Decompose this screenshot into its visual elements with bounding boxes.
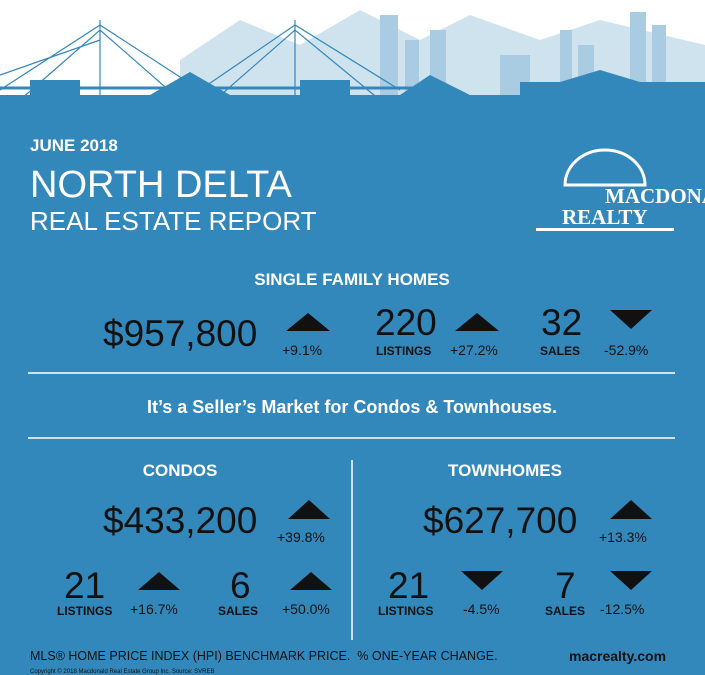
label: SALES (540, 344, 581, 358)
change: -4.5% (463, 601, 500, 617)
change: +16.7% (130, 601, 178, 617)
logo-line: MACDONALD (605, 184, 705, 208)
count: 32 (541, 302, 583, 343)
label: LISTINGS (378, 604, 434, 618)
area-name: NORTH DELTA (30, 164, 292, 206)
change: +9.1% (282, 342, 323, 358)
footer-note: MLS® HOME PRICE INDEX (HPI) BENCHMARK PR… (30, 649, 498, 663)
count: 6 (230, 565, 251, 606)
change: +50.0% (282, 601, 330, 617)
report-subtitle: REAL ESTATE REPORT (30, 206, 317, 236)
count: 21 (64, 565, 106, 606)
section-title: CONDOS (142, 461, 218, 480)
count: 21 (388, 565, 430, 606)
section-title: TOWNHOMES (448, 461, 562, 480)
change: +27.2% (450, 342, 498, 358)
change: +39.8% (277, 529, 325, 545)
price: $627,700 (423, 500, 578, 541)
label: SALES (545, 604, 586, 618)
report-date: JUNE 2018 (30, 136, 118, 155)
change: -12.5% (600, 601, 645, 617)
label: LISTINGS (57, 604, 113, 618)
price: $433,200 (103, 500, 258, 541)
label: SALES (218, 604, 259, 618)
market-note: It’s a Seller’s Market for Condos & Town… (146, 397, 558, 417)
count: 220 (375, 302, 437, 343)
change: -52.9% (604, 342, 649, 358)
copyright: Copyright © 2018 Macdonald Real Estate G… (30, 669, 215, 675)
section-title: SINGLE FAMILY HOMES (254, 270, 450, 289)
website: macrealty.com (569, 648, 667, 664)
label: LISTINGS (376, 344, 432, 358)
price: $957,800 (103, 313, 258, 354)
logo-line: REALTY (562, 205, 648, 229)
count: 7 (555, 565, 576, 606)
change: +13.3% (599, 529, 647, 545)
